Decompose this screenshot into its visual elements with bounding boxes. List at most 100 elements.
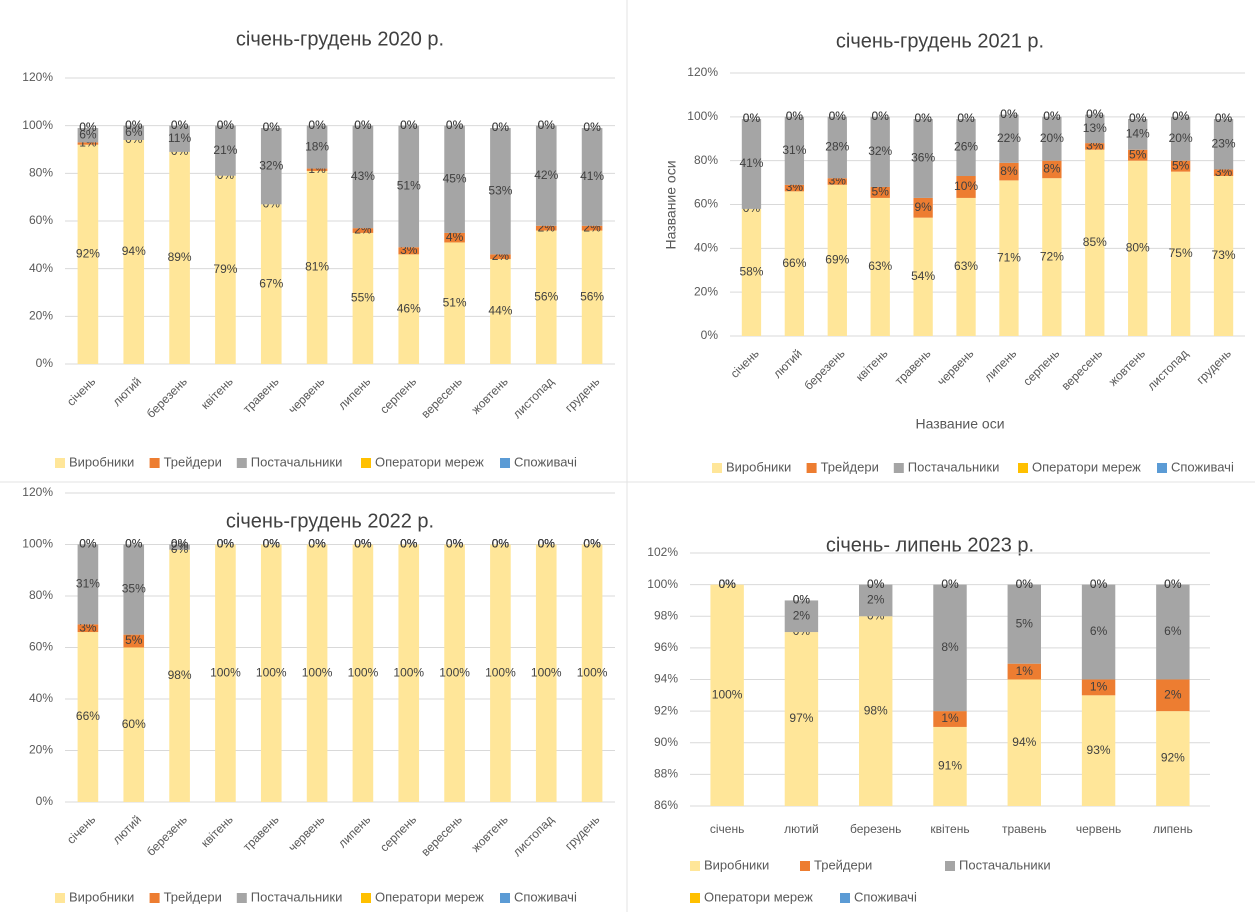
- bar-segment: [741, 208, 762, 336]
- data-label: 2%: [1164, 687, 1182, 701]
- data-label: 66%: [782, 256, 806, 270]
- y-tick-label: 60%: [29, 640, 53, 654]
- x-tick-label: липень: [335, 812, 373, 850]
- data-label: 0%: [829, 109, 847, 123]
- bar-segment: [398, 125, 420, 248]
- data-label: 0%: [263, 120, 281, 134]
- bar-segment: [827, 178, 847, 185]
- bar-segment: [535, 225, 557, 231]
- bar-segment: [306, 125, 328, 169]
- data-label: 0%: [538, 118, 556, 132]
- bar-segment: [352, 228, 374, 233]
- legend-swatch: [1157, 463, 1167, 473]
- data-label: 13%: [1083, 121, 1107, 135]
- legend-swatch: [800, 861, 810, 871]
- bar-segment: [1042, 116, 1062, 161]
- data-label: 22%: [997, 131, 1021, 145]
- data-label: 2%: [793, 608, 811, 622]
- data-label: 0%: [1129, 111, 1147, 125]
- bar-segment: [398, 544, 420, 802]
- legend-swatch: [55, 458, 65, 468]
- data-label: 11%: [168, 131, 191, 145]
- legend-swatch: [55, 893, 65, 903]
- legend-swatch: [236, 893, 247, 903]
- data-label: 0%: [263, 537, 281, 551]
- bar-segment: [956, 119, 976, 177]
- data-label: 0%: [125, 118, 143, 132]
- bar-segment: [490, 259, 511, 364]
- data-label: 91%: [938, 759, 962, 773]
- data-label: 0%: [1000, 107, 1018, 121]
- bar-segment: [1085, 114, 1105, 144]
- data-label: 0%: [867, 577, 885, 591]
- legend-swatch: [500, 458, 510, 468]
- legend-swatch: [149, 458, 160, 468]
- bar-segment: [77, 144, 99, 364]
- data-label: 0%: [492, 537, 510, 551]
- bar-segment: [999, 114, 1019, 163]
- x-tick-label: лютий: [110, 374, 144, 408]
- data-label: 67%: [259, 276, 283, 290]
- bar-segment: [1128, 149, 1148, 161]
- bar-segment: [169, 549, 190, 802]
- y-tick-label: 98%: [654, 608, 678, 622]
- bar-segment: [784, 116, 805, 185]
- data-label: 8%: [1000, 164, 1018, 178]
- data-label: 8%: [941, 640, 959, 654]
- data-label: 6%: [1090, 624, 1108, 638]
- data-label: 28%: [825, 140, 849, 154]
- bar-segment: [913, 217, 933, 336]
- x-tick-label: квітень: [853, 346, 891, 384]
- data-label: 0%: [1043, 109, 1061, 123]
- x-tick-label: квітень: [198, 374, 236, 412]
- data-label: 55%: [351, 291, 375, 305]
- x-tick-label: жовтень: [469, 812, 511, 854]
- bar-segment: [1081, 695, 1116, 806]
- data-label: 0%: [538, 118, 556, 132]
- data-label: 0%: [263, 537, 281, 551]
- legend-swatch: [361, 458, 371, 468]
- data-label: 0%: [263, 537, 281, 551]
- y-tick-label: 90%: [654, 735, 678, 749]
- bar-segment: [933, 584, 967, 712]
- data-label: 0%: [872, 109, 890, 123]
- bar-segment: [1170, 160, 1191, 172]
- data-label: 0%: [492, 537, 510, 551]
- bar-segment: [1156, 711, 1190, 806]
- data-label: 0%: [125, 537, 143, 551]
- data-label: 0%: [583, 120, 601, 134]
- data-label: 97%: [789, 711, 813, 725]
- legend-swatch: [840, 893, 850, 903]
- data-label: 94%: [122, 244, 146, 258]
- data-label: 54%: [911, 269, 935, 283]
- data-label: 0%: [446, 537, 464, 551]
- x-tick-label: березень: [801, 346, 847, 392]
- bar-segment: [77, 128, 99, 143]
- data-label: 31%: [76, 577, 100, 591]
- x-tick-label: квітень: [930, 822, 969, 836]
- y-tick-label: 86%: [654, 798, 678, 812]
- bar-segment: [581, 128, 603, 226]
- bar-segment: [1007, 584, 1041, 664]
- data-label: 100%: [712, 687, 743, 701]
- legend-swatch: [149, 893, 160, 903]
- y-tick-label: 0%: [701, 328, 719, 342]
- data-label: 0%: [217, 118, 235, 132]
- data-label: 5%: [125, 633, 143, 647]
- bar-segment: [306, 544, 328, 802]
- bar-segment: [444, 242, 465, 364]
- data-label: 56%: [534, 289, 558, 303]
- data-label: 43%: [351, 169, 375, 183]
- bar-segment: [352, 544, 374, 802]
- legend-label: Трейдери: [821, 459, 879, 474]
- data-label: 0%: [1164, 577, 1182, 591]
- chart-title: січень-грудень 2022 р.: [226, 510, 434, 532]
- data-label: 0%: [1172, 109, 1190, 123]
- bar-segment: [260, 204, 282, 364]
- legend-swatch: [806, 463, 817, 473]
- data-label: 0%: [79, 537, 97, 551]
- x-tick-label: грудень: [562, 812, 602, 852]
- legend-swatch: [500, 893, 510, 903]
- data-label: 0%: [125, 118, 143, 132]
- legend-swatch: [690, 893, 700, 903]
